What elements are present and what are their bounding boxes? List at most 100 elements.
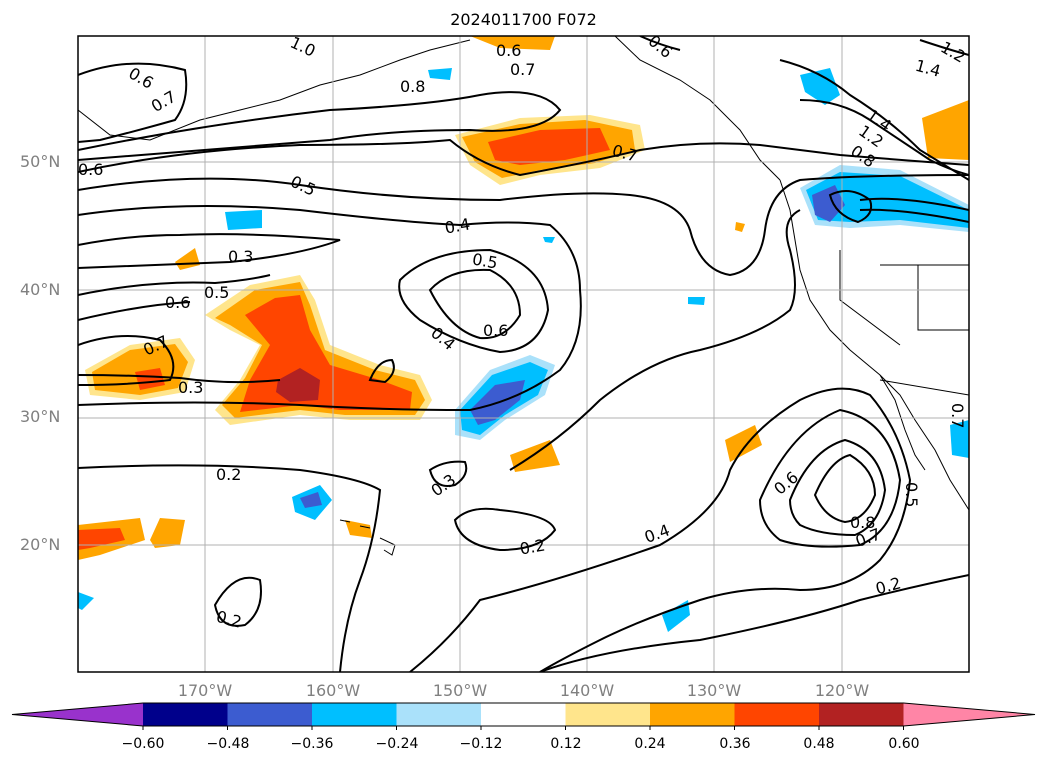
coastline-baja: [879, 374, 926, 471]
warm-anomaly: [922, 100, 969, 160]
colorbar-tick-label: 0.60: [888, 736, 920, 752]
contour-label: 0.6: [496, 41, 521, 60]
colorbar-extend-high: [903, 703, 1035, 726]
contour-line: [78, 138, 969, 177]
contour-label: 0.5: [902, 482, 921, 507]
cold-anomaly: [950, 420, 969, 458]
warm-anomaly: [345, 520, 372, 538]
contour-label: 0.2: [518, 535, 546, 558]
colorbar-tick-label: 0.12: [550, 736, 582, 752]
warm-anomaly: [276, 368, 320, 402]
contour-line: [409, 387, 912, 672]
contour-label: 0.6: [165, 293, 190, 312]
contour-line: [428, 460, 468, 487]
contour-line: [788, 438, 887, 537]
colorbar-segment: [143, 703, 228, 726]
contour-line: [78, 335, 175, 386]
contour-line: [509, 209, 801, 471]
lon-label: 130°W: [686, 681, 742, 700]
contour-line: [78, 233, 341, 269]
contour-label: 0.6: [78, 160, 103, 179]
contour-label: 0.5: [471, 249, 499, 272]
lat-label: 40°N: [20, 280, 61, 299]
warm-anomaly: [510, 440, 560, 472]
contour-line: [78, 205, 582, 412]
contour-line: [813, 453, 877, 524]
colorbar-extend-low: [12, 703, 143, 726]
colorbar-tick-label: −0.60: [121, 736, 165, 752]
contour-line: [828, 190, 873, 224]
contour-line: [453, 507, 557, 552]
hawaii-islands: [339, 519, 396, 556]
colorbar-segment: [227, 703, 313, 726]
contour-label: 0.3: [178, 378, 203, 397]
colorbar-tick-label: 0.48: [803, 736, 835, 752]
colorbar-segment: [734, 703, 820, 726]
cold-anomaly: [225, 210, 262, 230]
contour-line: [78, 301, 191, 321]
contour-line: [779, 59, 969, 181]
contour-label: 0.2: [216, 465, 241, 484]
contour-line: [78, 91, 562, 161]
colorbar-tick-label: −0.36: [290, 736, 334, 752]
warm-anomaly: [725, 425, 762, 462]
contour-line: [398, 248, 550, 354]
us-mexico-border: [879, 379, 969, 396]
contour-line: [213, 576, 262, 627]
contour-line: [78, 374, 281, 384]
colorbar-segment: [396, 703, 482, 726]
colorbar-segment: [565, 703, 651, 726]
us-state-border: [917, 265, 969, 331]
contour-label: 0.7: [510, 60, 535, 79]
contour-lines: [78, 36, 969, 672]
coastline-westcoast: [779, 179, 969, 511]
cold-anomaly: [688, 297, 705, 305]
lon-label: 160°W: [305, 681, 361, 700]
contour-label: 0.3: [228, 247, 253, 266]
cold-anomaly: [78, 592, 94, 610]
cold-anomaly: [812, 185, 845, 222]
contour-label: 0.6: [483, 321, 508, 340]
contour-line: [78, 274, 271, 296]
lon-label: 170°W: [177, 681, 233, 700]
colorbar-segment: [312, 703, 397, 726]
colorbar-tick-label: −0.12: [459, 736, 503, 752]
lat-label: 50°N: [20, 152, 61, 171]
warm-anomaly: [488, 128, 610, 165]
warm-anomaly: [150, 518, 185, 548]
contour-label: 0.7: [948, 403, 967, 428]
lon-label: 120°W: [814, 681, 870, 700]
lon-label: 140°W: [559, 681, 615, 700]
lon-label: 150°W: [432, 681, 488, 700]
contour-line: [859, 197, 969, 211]
warm-anomaly: [470, 36, 555, 50]
contour-line: [78, 62, 188, 143]
colorbar-segment: [481, 703, 566, 726]
contour-line: [539, 574, 969, 672]
lat-label: 20°N: [20, 535, 61, 554]
coastlines: [78, 36, 969, 556]
contour-line: [859, 208, 969, 223]
map-frame: [77, 35, 970, 673]
cold-anomaly: [300, 492, 322, 508]
cold-anomaly: [428, 68, 452, 80]
lat-label: 30°N: [20, 407, 61, 426]
contour-label: 0.8: [850, 513, 875, 532]
contour-label: 0.8: [400, 77, 425, 96]
contour-line: [78, 464, 382, 672]
colorbar-segment: [650, 703, 735, 726]
us-state-border: [839, 250, 901, 346]
cold-anomaly: [543, 237, 555, 243]
map-title: 2024011700 F072: [450, 10, 597, 29]
graticule: [78, 36, 969, 672]
colorbar-tick-label: 0.24: [634, 736, 666, 752]
colorbar-tick-label: −0.24: [375, 736, 419, 752]
coastline-alaska-panhandle: [614, 36, 781, 181]
colorbar-segment: [819, 703, 904, 726]
cold-anomaly: [800, 68, 840, 105]
contour-line: [368, 358, 395, 384]
contour-label: 0.5: [204, 283, 229, 302]
contour-line: [78, 174, 969, 277]
warm-anomaly: [735, 222, 745, 232]
